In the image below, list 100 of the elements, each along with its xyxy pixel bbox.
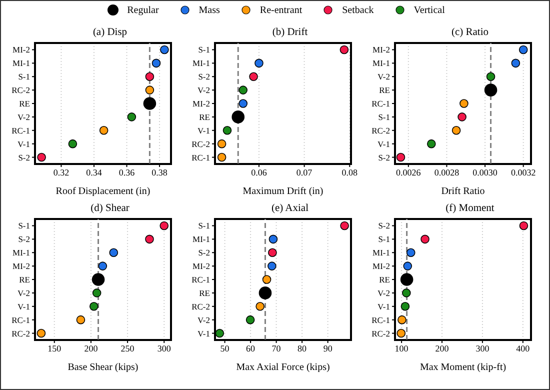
point bbox=[398, 315, 406, 324]
point bbox=[152, 58, 161, 68]
x-axis-title: Base Shear (kips) bbox=[68, 362, 138, 373]
x-tick-label: 0.0026 bbox=[396, 167, 422, 178]
point bbox=[268, 234, 278, 244]
y-tick-label: V-1 bbox=[378, 138, 390, 149]
point bbox=[232, 110, 245, 124]
y-tick-label: V-1 bbox=[378, 301, 390, 312]
chart-title: (e) Axial bbox=[270, 202, 310, 216]
y-tick-label: RC-2 bbox=[372, 328, 390, 338]
x-tick-label: 0.0028 bbox=[434, 167, 460, 178]
y-tick-label: RC-1 bbox=[12, 125, 30, 136]
point bbox=[396, 152, 406, 162]
x-tick-label: 0.34 bbox=[86, 167, 102, 178]
point bbox=[400, 273, 414, 286]
point bbox=[217, 139, 226, 148]
y-tick-label: RC-2 bbox=[12, 328, 30, 338]
point bbox=[452, 126, 461, 135]
chart-title: (d) Shear bbox=[90, 202, 130, 216]
y-tick-label: RE bbox=[199, 288, 210, 298]
x-tick-label: 0.0030 bbox=[472, 167, 498, 178]
legend-label: Setback bbox=[342, 4, 374, 16]
y-tick-label: MI-1 bbox=[192, 58, 210, 68]
x-axis-title: Maximum Drift (in) bbox=[242, 186, 324, 197]
y-tick-label: RC-1 bbox=[192, 274, 210, 285]
y-tick-label: MI-2 bbox=[12, 261, 30, 272]
y-tick-label: S-2 bbox=[198, 72, 210, 82]
legend-label: Vertical bbox=[414, 4, 445, 16]
point bbox=[98, 262, 108, 270]
y-tick-label: RC-2 bbox=[192, 301, 210, 312]
x-tick-label: 0.32 bbox=[53, 167, 70, 178]
point bbox=[145, 234, 154, 244]
point bbox=[256, 302, 264, 311]
x-tick-label: 70 bbox=[272, 343, 282, 354]
point bbox=[160, 221, 169, 230]
point bbox=[68, 139, 78, 148]
y-tick-label: MI-2 bbox=[192, 98, 210, 109]
y-tick-label: V-1 bbox=[18, 301, 30, 312]
y-tick-label: RE bbox=[19, 98, 30, 109]
y-tick-label: S-1 bbox=[378, 112, 390, 122]
y-tick-label: V-1 bbox=[18, 138, 30, 149]
y-tick-label: S-1 bbox=[18, 220, 30, 231]
y-tick-label: RC-1 bbox=[192, 152, 210, 162]
y-tick-label: MI-2 bbox=[192, 261, 210, 272]
y-tick-label: S-1 bbox=[378, 234, 390, 244]
point bbox=[486, 72, 496, 82]
y-tick-label: MI-1 bbox=[372, 248, 390, 258]
x-tick-label: 0.06 bbox=[251, 167, 268, 178]
y-tick-label: MI-2 bbox=[372, 44, 390, 55]
point bbox=[249, 72, 258, 82]
y-tick-label: S-2 bbox=[378, 152, 390, 162]
point bbox=[238, 86, 248, 94]
y-tick-label: MI-1 bbox=[192, 234, 210, 244]
y-tick-label: RE bbox=[379, 85, 390, 96]
point bbox=[109, 248, 118, 258]
x-tick-label: 100 bbox=[394, 343, 409, 354]
point bbox=[268, 262, 276, 270]
y-tick-label: RC-2 bbox=[192, 138, 210, 149]
point bbox=[143, 97, 156, 110]
y-tick-label: S-2 bbox=[378, 220, 390, 231]
y-tick-label: V-2 bbox=[198, 85, 210, 96]
point bbox=[254, 58, 264, 68]
point bbox=[127, 112, 136, 122]
y-tick-label: V-2 bbox=[18, 288, 30, 298]
point bbox=[518, 45, 528, 54]
point bbox=[238, 99, 248, 108]
x-axis-title: Drift Ratio bbox=[441, 186, 485, 197]
point bbox=[76, 315, 86, 324]
x-tick-label: 0.38 bbox=[152, 167, 168, 178]
point bbox=[406, 248, 416, 258]
point bbox=[160, 45, 169, 54]
x-tick-label: 90 bbox=[323, 343, 333, 354]
x-axis-title: Max Moment (kip-ft) bbox=[420, 362, 506, 373]
y-tick-label: S-1 bbox=[198, 220, 210, 231]
y-tick-label: S-1 bbox=[18, 72, 30, 82]
y-tick-label: V-2 bbox=[378, 288, 390, 298]
y-tick-label: RC-1 bbox=[372, 98, 390, 109]
y-tick-label: RC-1 bbox=[12, 314, 30, 325]
point bbox=[222, 126, 232, 135]
point bbox=[262, 275, 272, 284]
point bbox=[92, 288, 102, 298]
y-tick-label: MI-1 bbox=[12, 248, 30, 258]
point bbox=[36, 328, 46, 338]
chart-title: (f) Moment bbox=[444, 202, 496, 216]
legend-label: Re-entrant bbox=[260, 4, 302, 16]
x-tick-label: 0.0032 bbox=[510, 167, 536, 178]
point bbox=[99, 126, 108, 135]
x-tick-label: 60 bbox=[246, 343, 256, 354]
point bbox=[511, 58, 520, 68]
point bbox=[426, 139, 436, 148]
point bbox=[420, 234, 430, 244]
y-tick-label: RC-2 bbox=[372, 125, 390, 136]
chart-title: (a) Disp bbox=[92, 26, 128, 40]
x-axis-title: Max Axial Force (kips) bbox=[236, 362, 330, 373]
x-tick-label: 80 bbox=[298, 343, 308, 354]
y-tick-label: V-1 bbox=[198, 328, 210, 338]
x-tick-label: 300 bbox=[476, 343, 490, 354]
y-tick-label: RE bbox=[379, 274, 390, 285]
x-tick-label: 200 bbox=[84, 343, 98, 354]
point bbox=[246, 315, 255, 324]
